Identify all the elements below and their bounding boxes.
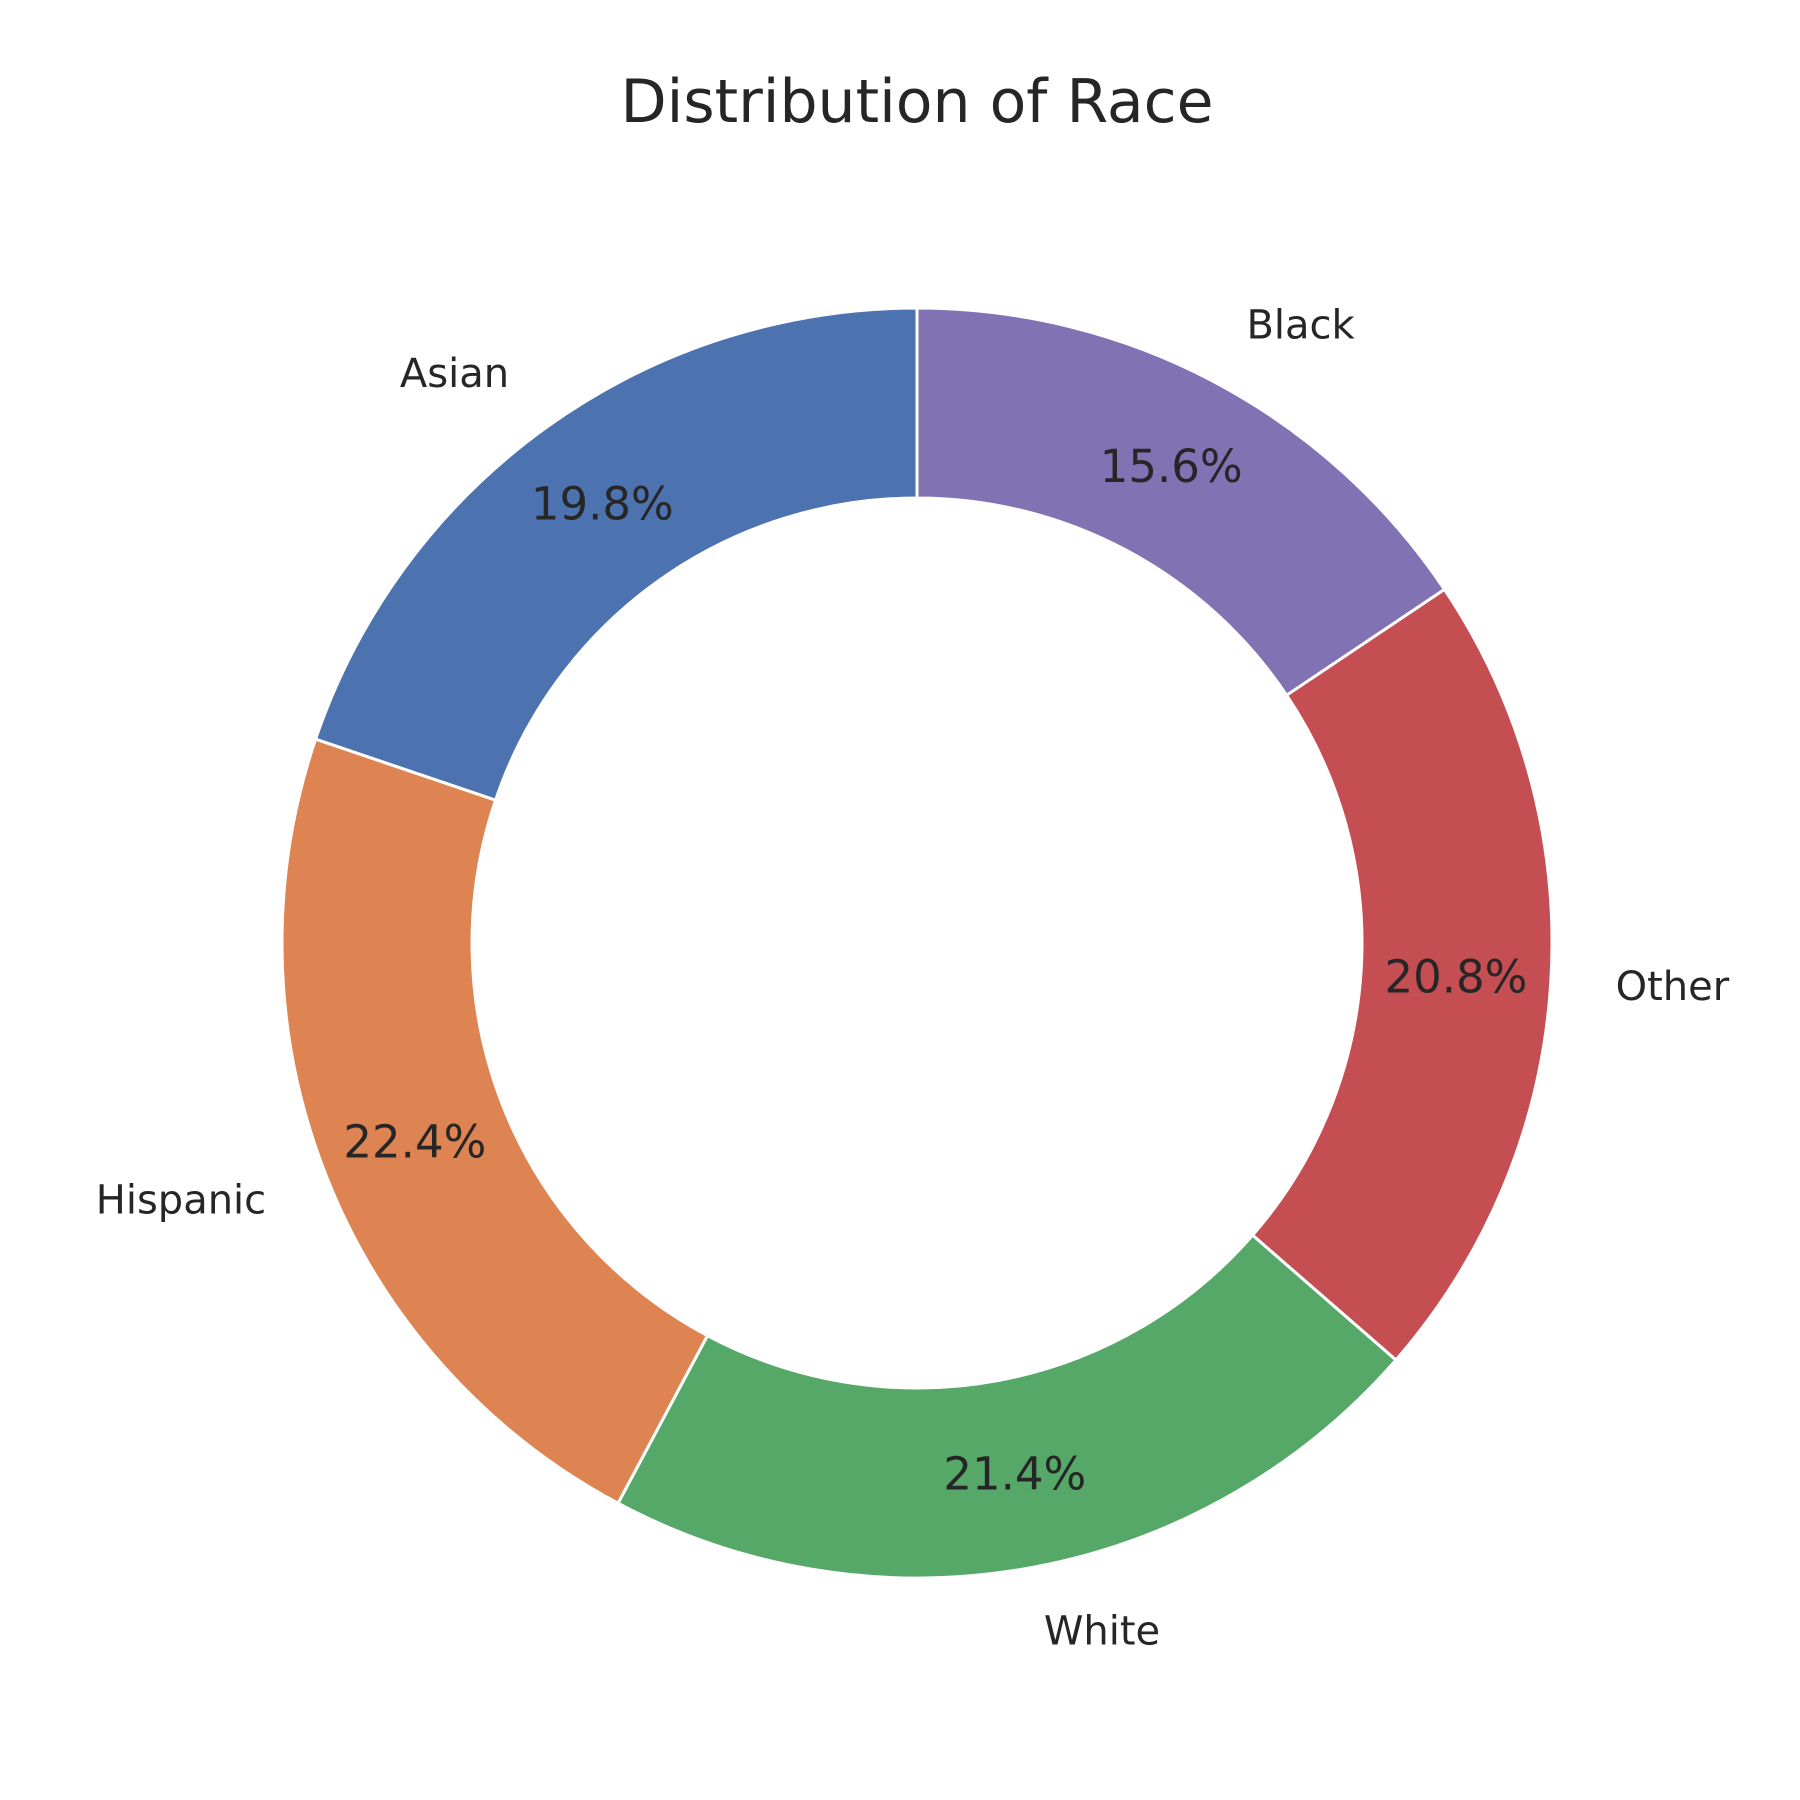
percent-label-white: 21.4% <box>943 1448 1086 1501</box>
category-label-other: Other <box>1616 964 1730 1010</box>
percent-label-hispanic: 22.4% <box>343 1115 486 1168</box>
category-label-white: White <box>1044 1608 1160 1654</box>
slice-hispanic <box>280 737 710 1505</box>
slice-other <box>1251 587 1554 1362</box>
slice-white <box>616 1233 1398 1580</box>
category-label-asian: Asian <box>400 351 509 397</box>
category-label-hispanic: Hispanic <box>96 1178 266 1224</box>
slice-labels: 19.8% Asian 22.4% Hispanic 21.4% White 20.8% Ot… <box>96 302 1730 1654</box>
percent-label-other: 20.8% <box>1384 950 1527 1003</box>
chart-title: Distribution of Race <box>620 67 1213 137</box>
slice-asian <box>314 306 919 802</box>
percent-label-asian: 19.8% <box>531 478 674 531</box>
donut-slices <box>280 306 1554 1580</box>
percent-label-black: 15.6% <box>1100 440 1243 493</box>
category-label-black: Black <box>1246 302 1355 348</box>
slice-black <box>915 306 1446 697</box>
